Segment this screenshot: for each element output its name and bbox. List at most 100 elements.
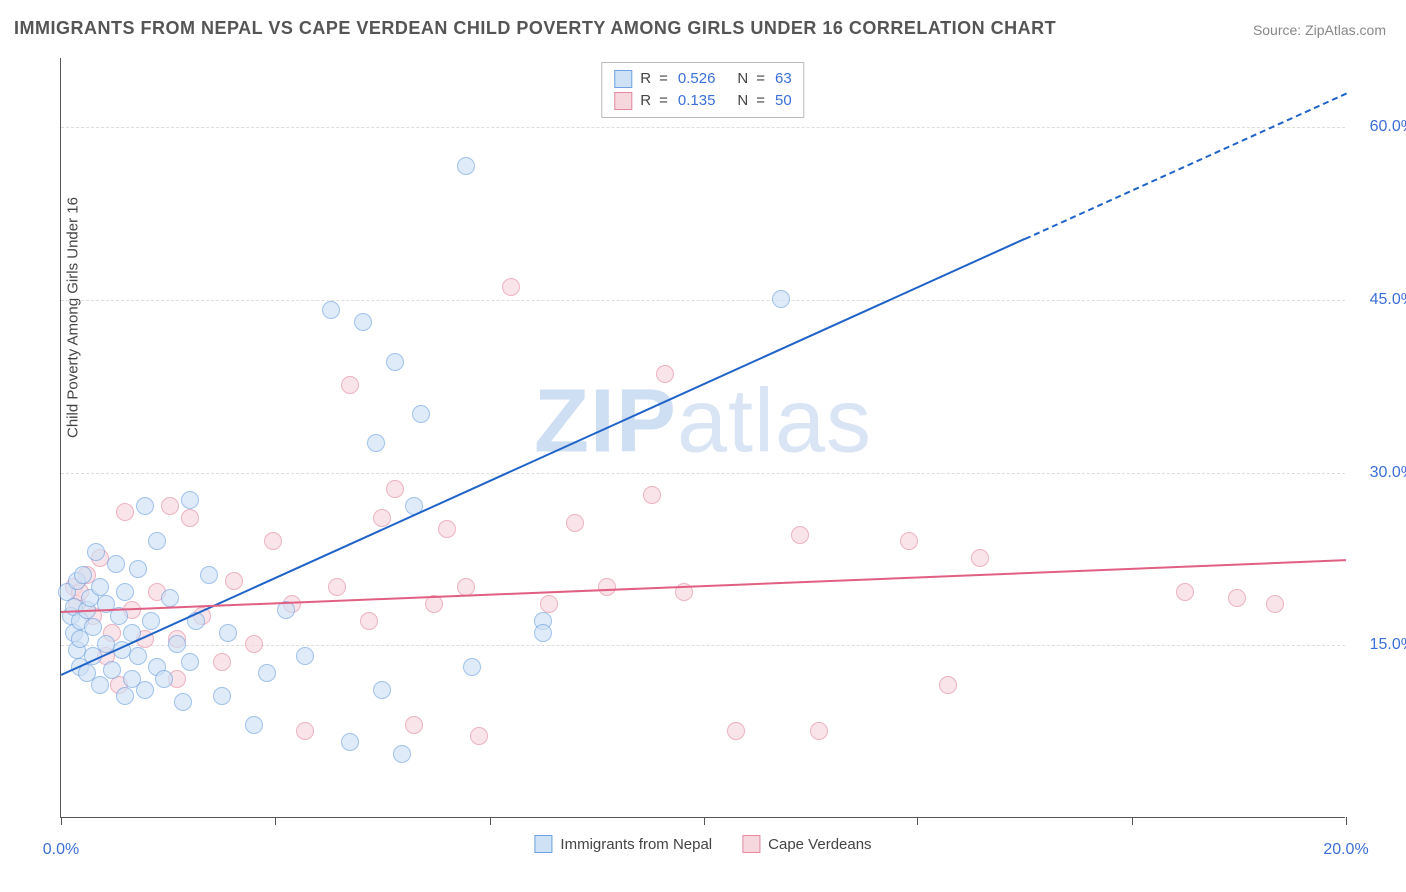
legend-eq: = (756, 68, 765, 90)
scatter-point-a (200, 566, 218, 584)
xtick (917, 817, 918, 825)
watermark-atlas: atlas (677, 372, 872, 472)
trend-line (1024, 93, 1346, 240)
gridline-h (61, 127, 1345, 128)
scatter-point-b (810, 722, 828, 740)
scatter-point-a (772, 290, 790, 308)
xtick (1132, 817, 1133, 825)
scatter-point-a (129, 647, 147, 665)
xtick (275, 817, 276, 825)
scatter-point-a (129, 560, 147, 578)
scatter-point-a (136, 681, 154, 699)
scatter-point-b (225, 572, 243, 590)
scatter-point-a (84, 618, 102, 636)
scatter-point-b (502, 278, 520, 296)
swatch-series-a (534, 835, 552, 853)
scatter-point-b (566, 514, 584, 532)
plot-area: ZIPatlas R = 0.526 N = 63 R = 0.135 N = … (60, 58, 1345, 818)
scatter-point-b (540, 595, 558, 613)
legend-N-value-b: 50 (775, 90, 792, 112)
scatter-point-b (161, 497, 179, 515)
legend-N-value-a: 63 (775, 68, 792, 90)
scatter-point-a (367, 434, 385, 452)
scatter-point-b (457, 578, 475, 596)
scatter-point-b (181, 509, 199, 527)
scatter-point-b (373, 509, 391, 527)
series-legend: Immigrants from Nepal Cape Verdeans (534, 835, 871, 853)
scatter-point-a (87, 543, 105, 561)
scatter-point-a (103, 661, 121, 679)
scatter-point-a (116, 583, 134, 601)
watermark-zip: ZIP (534, 372, 677, 472)
source-attribution: Source: ZipAtlas.com (1253, 22, 1386, 38)
xtick-label: 0.0% (43, 841, 79, 859)
scatter-point-b (1176, 583, 1194, 601)
scatter-point-b (939, 676, 957, 694)
scatter-point-a (354, 313, 372, 331)
correlation-legend: R = 0.526 N = 63 R = 0.135 N = 50 (601, 62, 804, 118)
scatter-point-a (168, 635, 186, 653)
scatter-point-b (727, 722, 745, 740)
legend-item-b: Cape Verdeans (742, 835, 871, 853)
scatter-point-b (470, 727, 488, 745)
scatter-point-a (116, 687, 134, 705)
scatter-point-b (341, 376, 359, 394)
legend-eq: = (756, 90, 765, 112)
legend-R-label: R (640, 68, 651, 90)
legend-label-a: Immigrants from Nepal (560, 836, 712, 853)
scatter-point-a (213, 687, 231, 705)
scatter-point-a (181, 491, 199, 509)
scatter-point-a (373, 681, 391, 699)
watermark: ZIPatlas (534, 371, 872, 474)
scatter-point-b (405, 716, 423, 734)
scatter-point-b (656, 365, 674, 383)
legend-label-b: Cape Verdeans (768, 836, 871, 853)
legend-N-label: N (737, 90, 748, 112)
scatter-point-a (136, 497, 154, 515)
scatter-point-a (322, 301, 340, 319)
scatter-point-a (296, 647, 314, 665)
scatter-point-a (258, 664, 276, 682)
scatter-point-b (900, 532, 918, 550)
xtick-label: 20.0% (1323, 841, 1368, 859)
scatter-point-a (148, 532, 166, 550)
swatch-series-b (614, 92, 632, 110)
scatter-point-a (386, 353, 404, 371)
scatter-point-a (463, 658, 481, 676)
scatter-point-b (438, 520, 456, 538)
ytick-label: 15.0% (1370, 636, 1406, 654)
scatter-point-a (174, 693, 192, 711)
scatter-point-b (1266, 595, 1284, 613)
swatch-series-b (742, 835, 760, 853)
scatter-point-b (1228, 589, 1246, 607)
scatter-point-b (598, 578, 616, 596)
y-axis-label: Child Poverty Among Girls Under 16 (65, 197, 82, 438)
scatter-point-b (213, 653, 231, 671)
xtick (490, 817, 491, 825)
chart-title: IMMIGRANTS FROM NEPAL VS CAPE VERDEAN CH… (14, 18, 1056, 39)
ytick-label: 30.0% (1370, 464, 1406, 482)
scatter-point-a (341, 733, 359, 751)
gridline-h (61, 300, 1345, 301)
scatter-point-a (219, 624, 237, 642)
legend-N-label: N (737, 68, 748, 90)
legend-R-value-a: 0.526 (678, 68, 716, 90)
legend-eq: = (659, 90, 668, 112)
scatter-point-b (643, 486, 661, 504)
scatter-point-a (181, 653, 199, 671)
scatter-point-a (91, 676, 109, 694)
scatter-point-b (245, 635, 263, 653)
scatter-point-b (791, 526, 809, 544)
scatter-point-a (245, 716, 263, 734)
scatter-point-a (142, 612, 160, 630)
scatter-point-b (296, 722, 314, 740)
xtick (1346, 817, 1347, 825)
xtick (704, 817, 705, 825)
ytick-label: 45.0% (1370, 291, 1406, 309)
legend-R-value-b: 0.135 (678, 90, 716, 112)
ytick-label: 60.0% (1370, 118, 1406, 136)
scatter-point-a (393, 745, 411, 763)
scatter-point-b (360, 612, 378, 630)
gridline-h (61, 473, 1345, 474)
legend-item-a: Immigrants from Nepal (534, 835, 712, 853)
